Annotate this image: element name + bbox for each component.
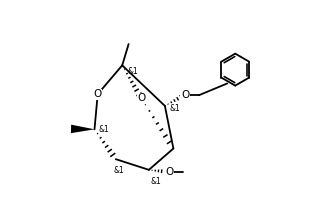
Text: O: O	[137, 93, 146, 103]
Text: &1: &1	[128, 67, 138, 76]
Text: O: O	[165, 167, 173, 177]
Text: O: O	[181, 90, 189, 100]
Polygon shape	[71, 125, 95, 133]
Text: &1: &1	[151, 177, 161, 186]
Text: O: O	[94, 89, 102, 99]
Text: &1: &1	[99, 125, 110, 135]
Text: &1: &1	[170, 104, 180, 113]
Text: &1: &1	[114, 166, 125, 175]
